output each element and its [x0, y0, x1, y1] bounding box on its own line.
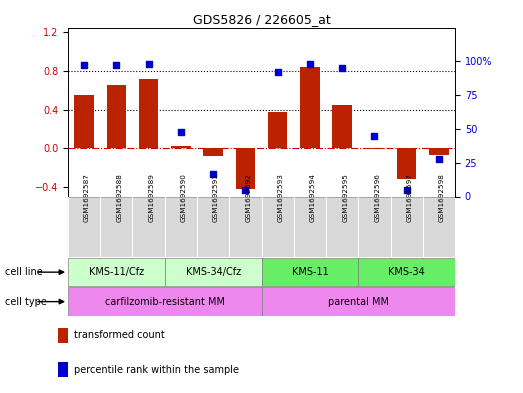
Bar [333, 105, 352, 148]
Bar [262, 288, 455, 316]
Text: KMS-34/Cfz: KMS-34/Cfz [186, 267, 241, 277]
Bar [358, 196, 391, 257]
Text: KMS-11/Cfz: KMS-11/Cfz [89, 267, 144, 277]
Bar [262, 258, 358, 286]
Bar [391, 196, 423, 257]
Point [209, 171, 218, 177]
Text: GSM1692596: GSM1692596 [374, 173, 380, 222]
Bar [197, 196, 229, 257]
Title: GDS5826 / 226605_at: GDS5826 / 226605_at [192, 13, 331, 26]
Bar [74, 95, 94, 148]
Text: GSM1692597: GSM1692597 [407, 173, 413, 222]
Point [338, 65, 346, 71]
Bar [262, 196, 294, 257]
Bar [236, 148, 255, 189]
Bar [68, 288, 262, 316]
Bar [107, 85, 126, 148]
Bar [132, 196, 165, 257]
Text: percentile rank within the sample: percentile rank within the sample [74, 365, 239, 375]
Text: carfilzomib-resistant MM: carfilzomib-resistant MM [105, 297, 225, 307]
Bar [165, 196, 197, 257]
Text: GSM1692589: GSM1692589 [149, 173, 155, 222]
Bar [423, 196, 455, 257]
Bar [68, 258, 165, 286]
Text: GSM1692593: GSM1692593 [278, 173, 283, 222]
Bar [294, 196, 326, 257]
Text: GSM1692587: GSM1692587 [84, 173, 90, 222]
Text: parental MM: parental MM [328, 297, 389, 307]
Point [80, 62, 88, 68]
Point [305, 61, 314, 67]
Text: GSM1692594: GSM1692594 [310, 173, 316, 222]
Bar [68, 196, 100, 257]
Bar [139, 79, 158, 148]
Bar [58, 328, 67, 343]
Text: GSM1692591: GSM1692591 [213, 173, 219, 222]
Bar [100, 196, 132, 257]
Bar [358, 258, 455, 286]
Bar [229, 196, 262, 257]
Point [177, 129, 185, 135]
Bar [58, 362, 67, 377]
Text: KMS-34: KMS-34 [388, 267, 425, 277]
Bar [171, 146, 190, 148]
Bar [397, 148, 416, 179]
Bar [268, 112, 287, 148]
Text: cell type: cell type [5, 297, 47, 307]
Point [435, 156, 443, 162]
Bar [203, 148, 223, 156]
Point [241, 187, 249, 193]
Point [370, 132, 379, 139]
Bar [300, 67, 320, 148]
Text: GSM1692595: GSM1692595 [342, 173, 348, 222]
Text: GSM1692598: GSM1692598 [439, 173, 445, 222]
Text: GSM1692590: GSM1692590 [181, 173, 187, 222]
Text: KMS-11: KMS-11 [291, 267, 328, 277]
Bar [165, 258, 262, 286]
Bar [429, 148, 449, 155]
Bar [365, 148, 384, 149]
Point [144, 61, 153, 67]
Text: transformed count: transformed count [74, 331, 165, 340]
Text: GSM1692592: GSM1692592 [245, 173, 252, 222]
Point [112, 62, 120, 68]
Bar [326, 196, 358, 257]
Text: cell line: cell line [5, 267, 43, 277]
Point [274, 69, 282, 75]
Point [403, 187, 411, 193]
Text: GSM1692588: GSM1692588 [116, 173, 122, 222]
